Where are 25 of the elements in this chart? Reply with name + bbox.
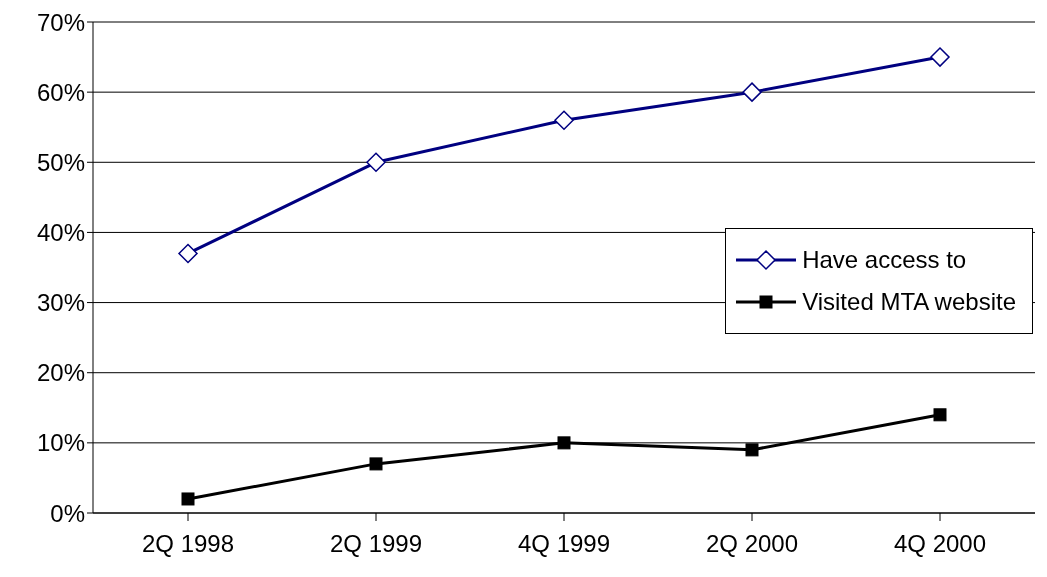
x-tick-label: 4Q 1999 xyxy=(517,530,611,558)
x-tick-label: 4Q 2000 xyxy=(893,530,987,558)
point xyxy=(366,152,386,173)
point xyxy=(178,243,198,264)
y-tick-label: 20% xyxy=(36,359,85,387)
y-tick-label: 0% xyxy=(50,499,85,527)
point xyxy=(557,436,571,450)
point xyxy=(742,82,762,102)
x-tick-label: 2Q 1998 xyxy=(141,530,235,558)
legend-label: Visited MTA website xyxy=(802,288,1016,316)
y-tick-label: 30% xyxy=(36,289,85,317)
x-tick-label: 2Q 1999 xyxy=(329,530,423,558)
y-tick-label: 60% xyxy=(36,78,85,106)
point xyxy=(930,47,950,67)
y-tick-label: 10% xyxy=(36,429,85,457)
point xyxy=(181,492,195,506)
x-tick-label: 2Q 2000 xyxy=(705,530,799,558)
point xyxy=(369,457,383,471)
point xyxy=(745,443,759,457)
point xyxy=(933,408,947,422)
y-tick-label: 70% xyxy=(36,8,85,36)
y-tick-label: 50% xyxy=(36,148,85,176)
legend-label: Have access to xyxy=(802,246,967,274)
y-tick-label: 40% xyxy=(36,218,85,246)
point xyxy=(554,110,574,130)
